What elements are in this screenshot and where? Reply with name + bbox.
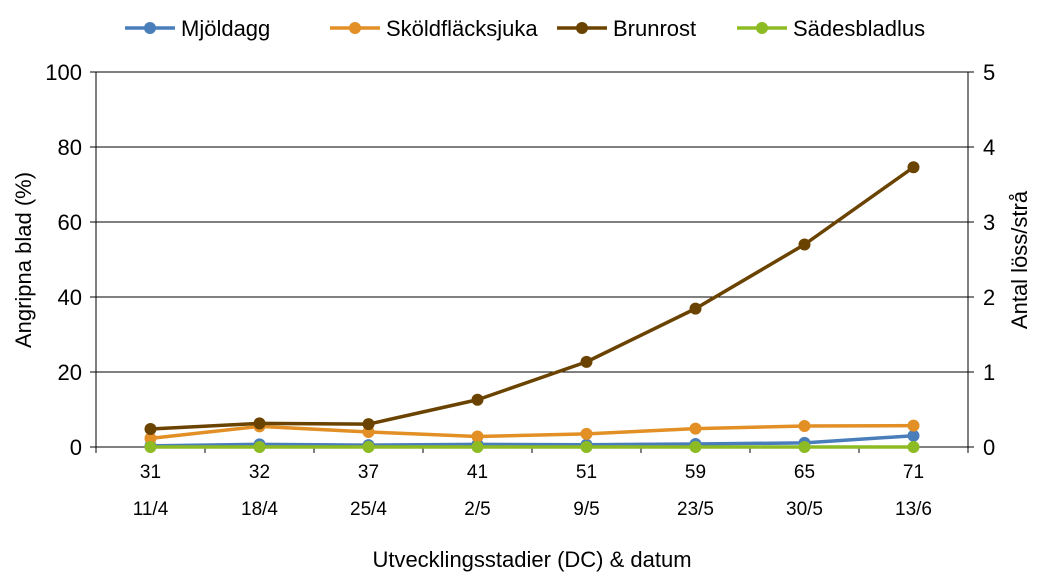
- gridlines: [96, 71, 968, 373]
- legend-swatch-marker: [576, 22, 588, 34]
- legend-item: Sädesbladlus: [737, 16, 925, 41]
- data-point: [471, 441, 484, 453]
- series-Sädesbladlus: [144, 441, 920, 453]
- data-point: [362, 441, 375, 453]
- legend-item: Sköldfläcksjuka: [330, 16, 538, 41]
- x-tick-label-date: 23/5: [677, 499, 714, 520]
- data-point: [689, 441, 702, 453]
- data-point: [471, 393, 484, 406]
- legend-swatch-marker: [144, 22, 156, 34]
- x-tick-label-dc: 31: [140, 462, 161, 483]
- y-left-tick-label: 100: [45, 60, 82, 85]
- x-tick-label-dc: 51: [576, 462, 597, 483]
- y-right-tick-label: 3: [983, 210, 995, 235]
- data-point: [144, 432, 157, 445]
- data-point: [689, 422, 702, 435]
- y-right-tick-label: 4: [983, 135, 995, 160]
- data-point: [362, 418, 375, 431]
- x-tick-label-date: 30/5: [786, 499, 823, 520]
- x-tick-label-dc: 37: [358, 462, 379, 483]
- y-right-tick-label: 2: [983, 285, 995, 310]
- x-tick-label-date: 18/4: [241, 499, 278, 520]
- y-left-tick-label: 0: [70, 435, 82, 460]
- series-Brunrost: [144, 161, 920, 435]
- axes: 0 20 40 60 80 100 0 1 2 3 4 5 31 32 37 41 51 59 65 71 11/4 18…: [45, 60, 995, 520]
- series-line: [150, 434, 914, 448]
- data-point: [580, 427, 593, 440]
- data-point: [798, 238, 811, 251]
- y-left-tick-label: 40: [58, 285, 82, 310]
- data-point: [144, 423, 157, 435]
- data-point: [798, 420, 811, 432]
- y-right-tick-label: 5: [983, 60, 995, 85]
- x-tick-label-dc: 59: [685, 462, 706, 483]
- legend-swatch-marker: [349, 22, 361, 34]
- x-tick-label-date: 11/4: [133, 499, 169, 520]
- data-point: [580, 441, 593, 453]
- data-point: [253, 441, 266, 453]
- data-point: [907, 441, 920, 453]
- data-point: [907, 161, 920, 174]
- legend-label: Sköldfläcksjuka: [386, 16, 538, 41]
- data-point: [253, 417, 266, 430]
- series-line: [150, 423, 914, 441]
- legend: Mjöldagg Sköldfläcksjuka Brunrost Sädesblad…: [125, 16, 925, 41]
- y-axis-left-label: Angripna blad (%): [11, 172, 36, 348]
- legend-item: Mjöldagg: [125, 16, 270, 41]
- legend-label: Brunrost: [613, 16, 696, 41]
- x-tick-label-date: 2/5: [464, 499, 490, 520]
- y-right-tick-label: 1: [983, 360, 995, 385]
- y-left-tick-label: 80: [58, 135, 82, 160]
- x-tick-label-dc: 71: [903, 462, 924, 483]
- series-layer: [144, 161, 920, 453]
- x-tick-label-date: 9/5: [573, 499, 599, 520]
- data-point: [907, 419, 920, 432]
- x-tick-label-date: 25/4: [350, 499, 387, 520]
- data-point: [907, 429, 920, 442]
- data-point: [144, 441, 157, 453]
- y-right-tick-label: 0: [983, 435, 995, 460]
- y-left-tick-label: 20: [58, 360, 82, 385]
- x-tick-label-date: 13/6: [895, 499, 932, 520]
- x-axis-label: Utvecklingsstadier (DC) & datum: [372, 547, 691, 572]
- data-point: [471, 430, 484, 443]
- data-point: [798, 441, 811, 453]
- y-axis-right-label: Antal löss/strå: [1007, 190, 1032, 329]
- legend-swatch-marker: [756, 22, 768, 34]
- legend-item: Brunrost: [557, 16, 696, 41]
- x-tick-label-dc: 65: [794, 462, 815, 483]
- x-tick-label-dc: 41: [467, 462, 488, 483]
- legend-label: Sädesbladlus: [793, 16, 925, 41]
- data-point: [689, 302, 702, 315]
- y-left-tick-label: 60: [58, 210, 82, 235]
- x-tick-label-dc: 32: [249, 462, 270, 483]
- data-point: [580, 355, 593, 368]
- legend-label: Mjöldagg: [181, 16, 270, 41]
- series-line: [150, 165, 915, 431]
